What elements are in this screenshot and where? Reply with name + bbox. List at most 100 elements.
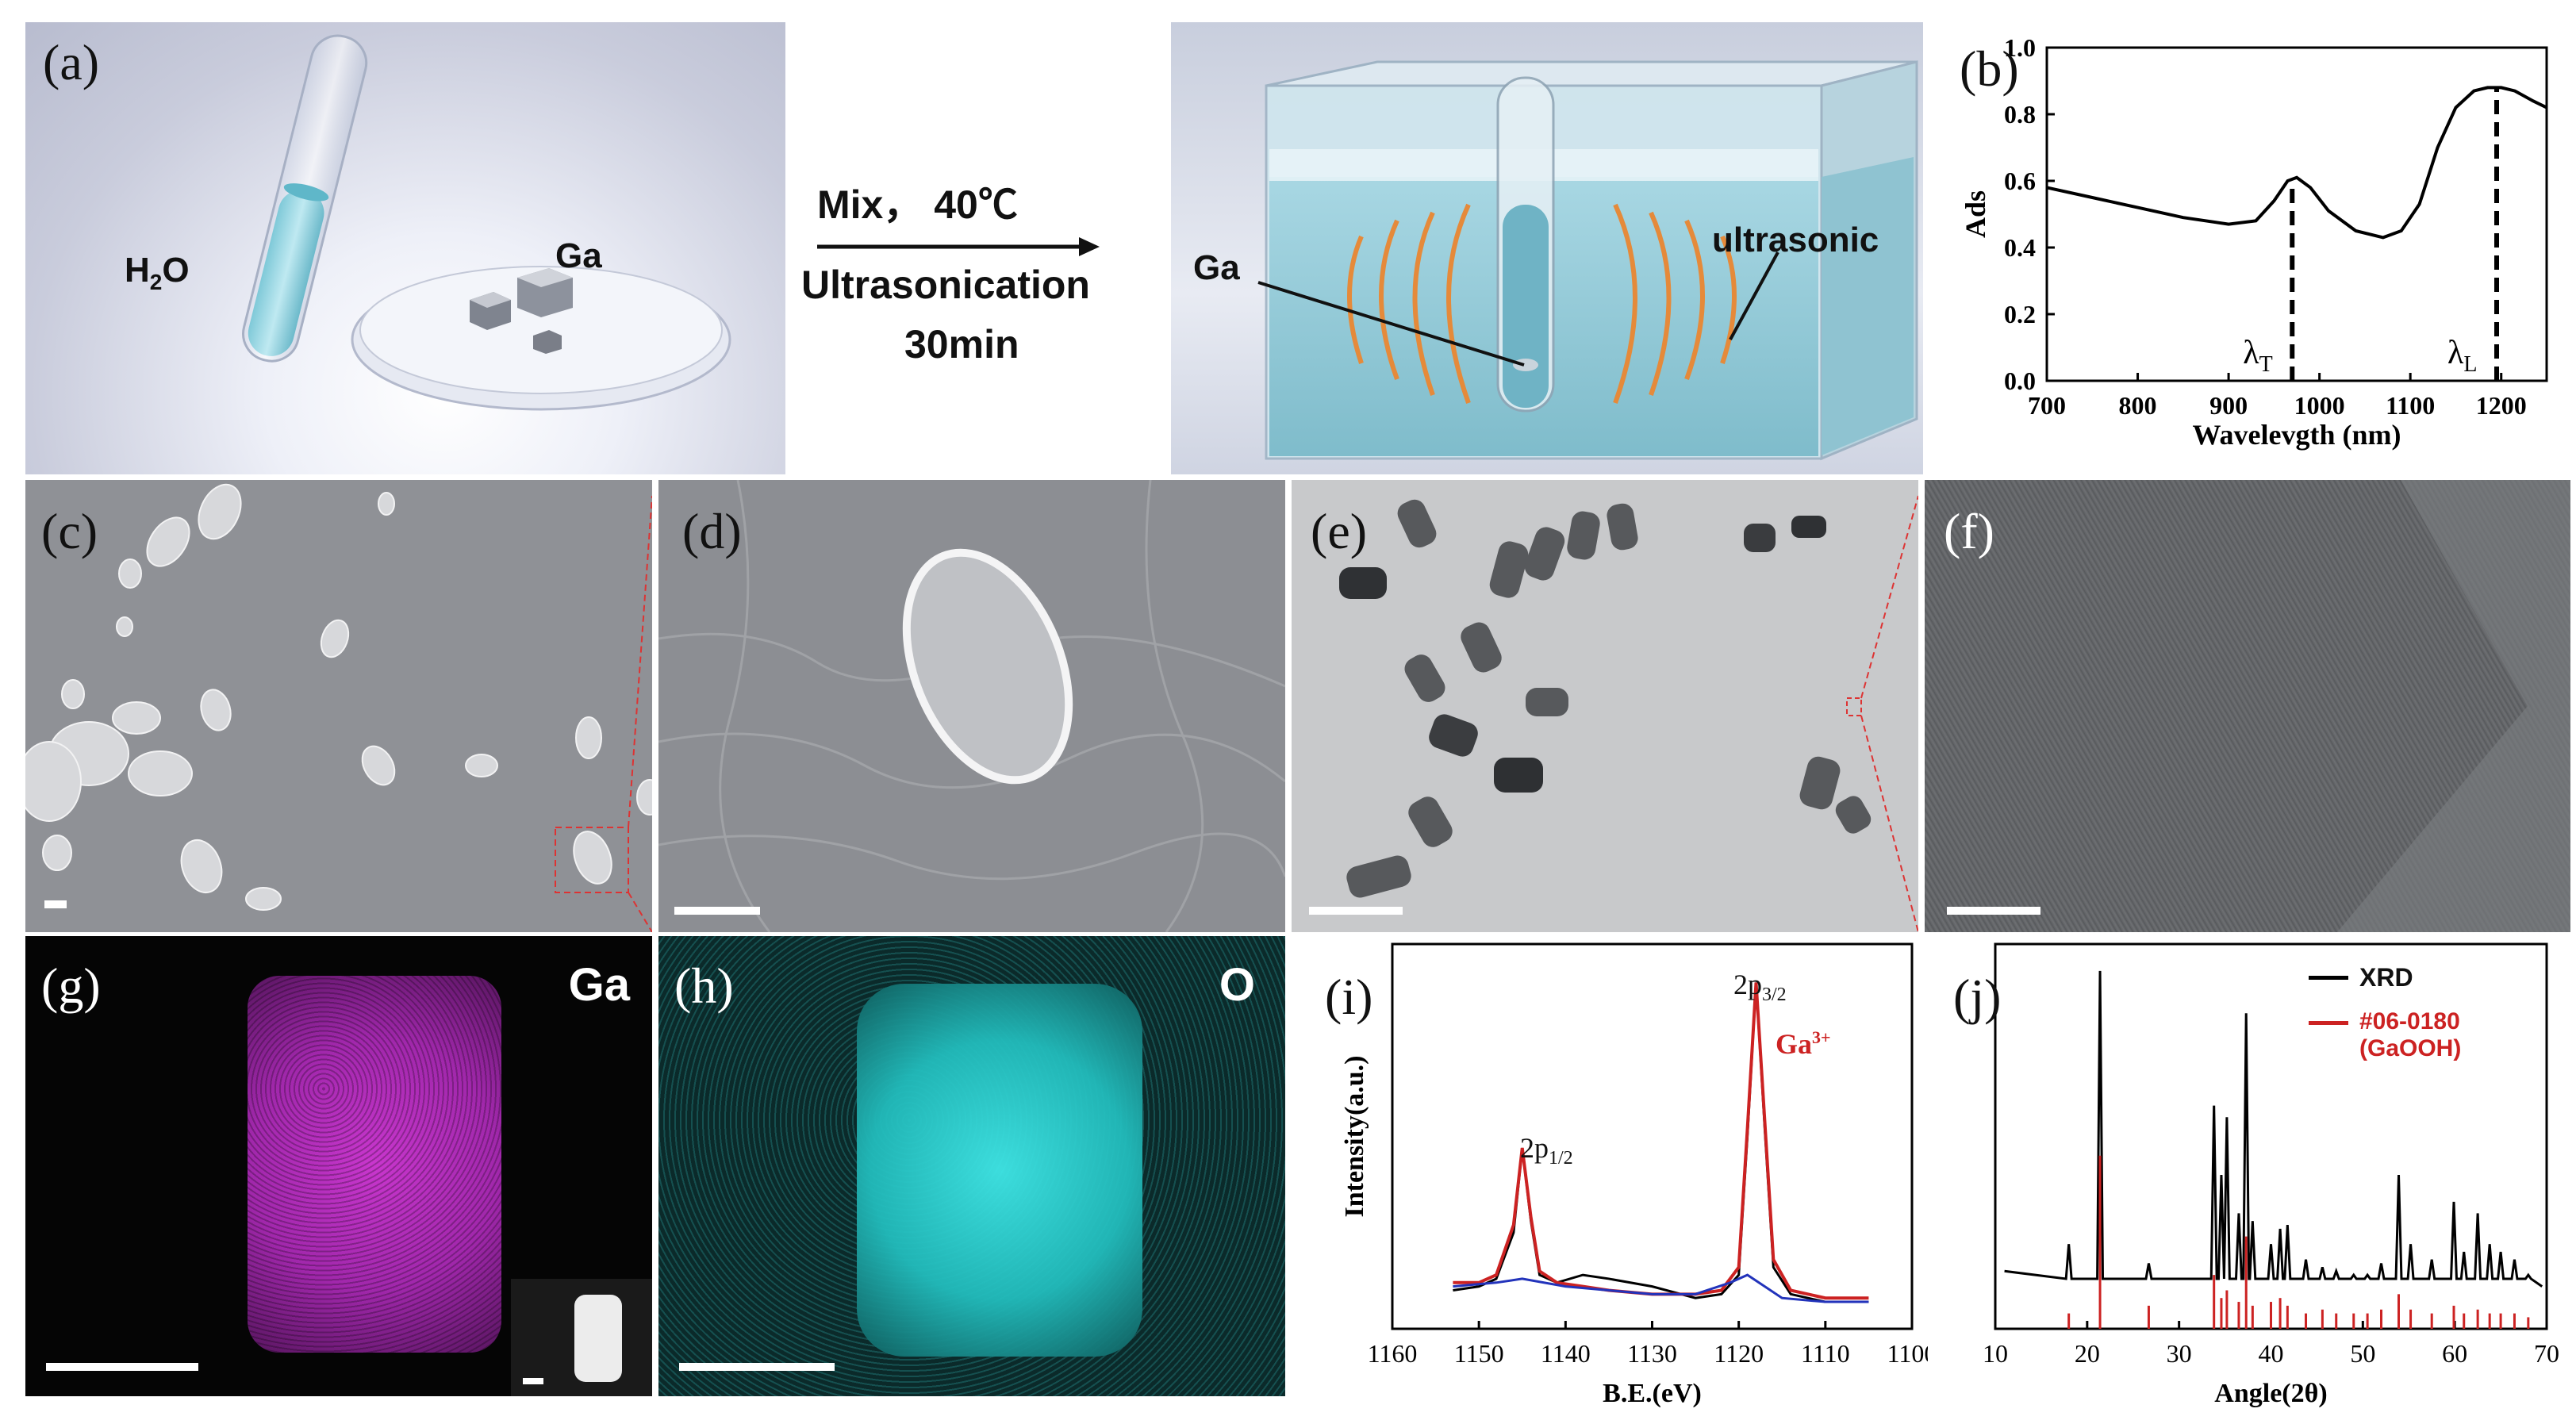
- x-tick-label-b-4: 1100: [2386, 391, 2435, 420]
- species-label-ga3: Ga3+: [1776, 1027, 1831, 1061]
- x-tick-label-b-1: 800: [2119, 391, 2157, 420]
- scale-bar-inset: [523, 1378, 543, 1384]
- panel-a-right: Ga ultrasonic: [1171, 22, 1923, 474]
- x-tick-label-j-0: 10: [1983, 1339, 2008, 1368]
- legend-swatch-ref: [2309, 1021, 2348, 1025]
- xrd-pattern-line: [2004, 970, 2543, 1288]
- panel-b-chart: 700 800 900 1000 1100 1200 0.0 0.2 0.4 0.6 0.8 1.0 W…: [1960, 33, 2548, 451]
- immersed-tube: [1496, 76, 1555, 413]
- process-step-3: 30min: [904, 322, 1019, 367]
- panel-c-sem: (c): [25, 480, 652, 932]
- xps-series-background: [1453, 1273, 1869, 1303]
- ga-label: Ga: [555, 236, 602, 275]
- panel-label-f: (f): [1944, 503, 1994, 559]
- water-label-o: O: [162, 251, 190, 290]
- water-label-h: H: [125, 251, 150, 290]
- ultrasonic-bath-illustration: [1257, 60, 1918, 461]
- x-tick-label-i-4: 1120: [1714, 1339, 1764, 1368]
- process-arrow: [817, 237, 1100, 256]
- scale-bar-e: [1309, 907, 1403, 915]
- x-axis-label-j: Angle(2θ): [2214, 1379, 2327, 1408]
- panel-i-chart: 1160 1150 1140 1130 1120 1110 1100 B.E.(eV) Inte…: [1340, 942, 1928, 1408]
- x-tick-label-b-2: 900: [2209, 391, 2248, 420]
- panel-g-eds-ga: (g) Ga: [25, 936, 652, 1396]
- x-tick-label-j-4: 50: [2350, 1339, 2375, 1368]
- inset-image: [511, 1279, 652, 1396]
- x-tick-label-j-3: 40: [2259, 1339, 2284, 1368]
- y-axis-label-b: Ads: [1960, 190, 1991, 238]
- x-tick-label-j-5: 60: [2442, 1339, 2467, 1368]
- scale-bar-h: [679, 1363, 835, 1371]
- x-axis-label-i: B.E.(eV): [1603, 1379, 1702, 1408]
- panel-d-sem: (d): [658, 480, 1285, 932]
- peak2-sub: 3/2: [1762, 985, 1787, 1006]
- process-step-2: Ultrasonication: [801, 263, 1090, 307]
- legend-j: XRD #06-0180 (GaOOH): [2309, 963, 2461, 1062]
- water-label: H2O: [125, 251, 190, 295]
- panel-i: 1160 1150 1140 1130 1120 1110 1100 B.E.(eV) Inte…: [1301, 936, 1928, 1412]
- process-step-1: Mix， 40℃: [817, 182, 1018, 227]
- scale-bar-c: [44, 900, 67, 908]
- plot-frame-j: [1994, 942, 2548, 1330]
- absorbance-line-b: [2046, 86, 2547, 240]
- y-axis-label-i: Intensity(a.u.): [1340, 1055, 1369, 1217]
- x-tick-label-i-2: 1140: [1541, 1339, 1591, 1368]
- x-tick-label-b-0: 700: [2028, 391, 2066, 420]
- panel-label-h: (h): [674, 958, 734, 1014]
- hrtem-edge: [2337, 480, 2570, 932]
- y-tick-label-b-2: 0.4: [2004, 233, 2036, 262]
- element-label-ga: Ga: [568, 959, 630, 1011]
- legend-item-xrd: XRD: [2309, 963, 2461, 992]
- x-tick-label-b-5: 1200: [2476, 391, 2527, 420]
- peak-label-2p12: 2p1/2: [1520, 1131, 1573, 1169]
- panel-f-hrtem: (f): [1925, 480, 2570, 932]
- panel-label-g: (g): [41, 958, 101, 1014]
- y-tick-label-b-1: 0.2: [2004, 300, 2036, 328]
- panel-j-chart: 10 20 30 40 50 60 70 Angle(2θ): [1983, 942, 2559, 1408]
- o-map-region: [857, 984, 1142, 1357]
- plot-frame-b: [2045, 46, 2548, 382]
- water-label-sub: 2: [149, 269, 163, 294]
- ga-map-region: [248, 976, 501, 1353]
- y-tick-label-b-3: 0.6: [2004, 167, 2036, 195]
- scale-bar-d: [674, 907, 760, 915]
- panel-label-a: (a): [43, 34, 100, 90]
- tem-particles-e: [1339, 495, 1918, 932]
- bath-ultrasonic-label: ultrasonic: [1712, 221, 1879, 259]
- x-tick-label-i-1: 1150: [1454, 1339, 1504, 1368]
- legend-label-ref-1: #06-0180: [2359, 1008, 2460, 1034]
- x-tick-label-i-5: 1110: [1801, 1339, 1850, 1368]
- ga-map-texture: [248, 976, 501, 1353]
- panel-a-left: (a) H2O Ga: [25, 22, 785, 474]
- panel-label-b: (b): [1960, 40, 2019, 97]
- y-tick-label-b-4: 0.8: [2004, 100, 2036, 129]
- x-tick-label-j-1: 20: [2075, 1339, 2100, 1368]
- element-label-o: O: [1219, 959, 1255, 1011]
- marker-sub-b-1: L: [2463, 352, 2477, 377]
- legend-item-ref: #06-0180 (GaOOH): [2309, 1008, 2461, 1062]
- marker-sub-b-0: T: [2259, 352, 2273, 377]
- panel-j: 10 20 30 40 50 60 70 Angle(2θ) (j) XRD #06-0180…: [1936, 936, 2570, 1412]
- plot-frame-i: [1391, 942, 1914, 1330]
- species-sup: 3+: [1812, 1027, 1831, 1047]
- x-tick-label-b-3: 1000: [2294, 391, 2345, 420]
- panel-e-tem: (e): [1292, 480, 1918, 932]
- panel-label-i: (i): [1325, 969, 1373, 1025]
- legend-label-xrd: XRD: [2359, 963, 2413, 992]
- peak1-sub: 1/2: [1549, 1148, 1573, 1169]
- inset-particle: [574, 1295, 622, 1382]
- legend-swatch-xrd: [2309, 976, 2348, 980]
- panel-b: 700 800 900 1000 1100 1200 0.0 0.2 0.4 0.6 0.8 1.0 W…: [1936, 16, 2570, 476]
- x-tick-label-j-2: 30: [2167, 1339, 2192, 1368]
- x-tick-label-i-0: 1160: [1368, 1339, 1418, 1368]
- scale-bar-g: [46, 1363, 198, 1371]
- marker-label-b-0: λT: [2243, 335, 2272, 377]
- panel-a-illustration: [242, 34, 731, 411]
- peak-label-2p32: 2p3/2: [1733, 968, 1787, 1006]
- bath-ga-label: Ga: [1193, 248, 1240, 287]
- peak1-main: 2p: [1520, 1132, 1549, 1164]
- marker-label-b-1: λL: [2447, 335, 2477, 377]
- panel-label-j: (j): [1953, 969, 2002, 1025]
- petri-dish: [351, 266, 731, 411]
- x-tick-label-j-6: 70: [2534, 1339, 2559, 1368]
